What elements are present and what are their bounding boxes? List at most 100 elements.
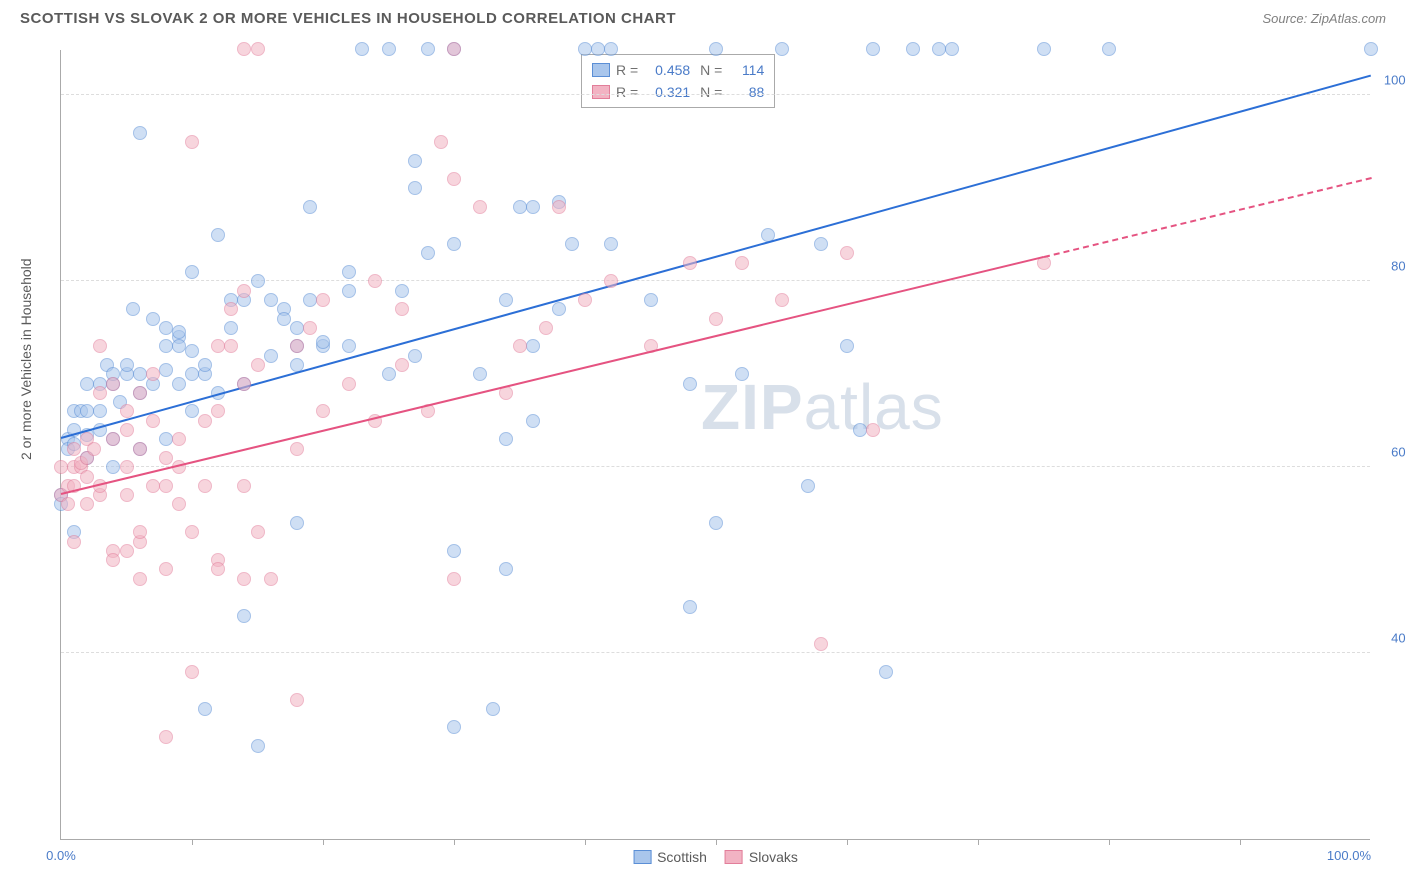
- legend-n-label: N =: [694, 84, 724, 100]
- x-tick-label: 0.0%: [46, 848, 76, 863]
- data-point: [526, 414, 540, 428]
- data-point: [866, 423, 880, 437]
- data-point: [159, 451, 173, 465]
- data-point: [316, 335, 330, 349]
- data-point: [185, 525, 199, 539]
- data-point: [434, 135, 448, 149]
- data-point: [316, 404, 330, 418]
- data-point: [237, 284, 251, 298]
- data-point: [106, 432, 120, 446]
- data-point: [578, 293, 592, 307]
- data-point: [251, 525, 265, 539]
- data-point: [120, 423, 134, 437]
- data-point: [80, 377, 94, 391]
- source-label: Source: ZipAtlas.com: [1262, 11, 1386, 26]
- data-point: [54, 460, 68, 474]
- trend-line: [1043, 177, 1371, 258]
- x-tick: [1109, 839, 1110, 845]
- data-point: [683, 377, 697, 391]
- gridline: [61, 652, 1370, 653]
- data-point: [408, 349, 422, 363]
- legend-label: Slovaks: [749, 849, 798, 865]
- legend-row: R =0.321 N =88: [592, 81, 764, 103]
- data-point: [159, 432, 173, 446]
- data-point: [879, 665, 893, 679]
- data-point: [264, 349, 278, 363]
- data-point: [552, 200, 566, 214]
- data-point: [565, 237, 579, 251]
- data-point: [447, 237, 461, 251]
- data-point: [735, 256, 749, 270]
- data-point: [120, 358, 134, 372]
- data-point: [67, 535, 81, 549]
- data-point: [133, 572, 147, 586]
- data-point: [159, 562, 173, 576]
- data-point: [447, 42, 461, 56]
- series-legend: Scottish Slovaks: [633, 849, 798, 865]
- data-point: [1364, 42, 1378, 56]
- x-tick: [454, 839, 455, 845]
- data-point: [120, 460, 134, 474]
- y-tick-label: 40.0%: [1391, 631, 1406, 646]
- correlation-legend: R =0.458 N =114R =0.321 N =88: [581, 54, 775, 108]
- data-point: [303, 293, 317, 307]
- data-point: [342, 339, 356, 353]
- legend-label: Scottish: [657, 849, 707, 865]
- data-point: [447, 172, 461, 186]
- data-point: [159, 321, 173, 335]
- data-point: [709, 516, 723, 530]
- data-point: [395, 284, 409, 298]
- data-point: [198, 479, 212, 493]
- legend-n-label: N =: [694, 62, 724, 78]
- trend-line: [61, 75, 1372, 439]
- data-point: [342, 265, 356, 279]
- data-point: [290, 339, 304, 353]
- scatter-chart: ZIPatlas R =0.458 N =114R =0.321 N =88 S…: [60, 50, 1370, 840]
- y-tick-label: 60.0%: [1391, 445, 1406, 460]
- data-point: [251, 274, 265, 288]
- data-point: [106, 377, 120, 391]
- data-point: [146, 312, 160, 326]
- data-point: [447, 572, 461, 586]
- data-point: [853, 423, 867, 437]
- data-point: [342, 377, 356, 391]
- data-point: [211, 339, 225, 353]
- y-tick-label: 100.0%: [1384, 73, 1406, 88]
- data-point: [93, 404, 107, 418]
- data-point: [251, 739, 265, 753]
- data-point: [172, 339, 186, 353]
- data-point: [185, 665, 199, 679]
- data-point: [775, 293, 789, 307]
- data-point: [945, 42, 959, 56]
- data-point: [185, 367, 199, 381]
- data-point: [709, 42, 723, 56]
- data-point: [185, 265, 199, 279]
- data-point: [840, 246, 854, 260]
- legend-r-label: R =: [614, 62, 640, 78]
- gridline: [61, 94, 1370, 95]
- data-point: [172, 377, 186, 391]
- legend-swatch: [592, 85, 610, 99]
- data-point: [290, 442, 304, 456]
- data-point: [224, 321, 238, 335]
- data-point: [382, 42, 396, 56]
- data-point: [133, 525, 147, 539]
- legend-item: Scottish: [633, 849, 707, 865]
- data-point: [237, 609, 251, 623]
- data-point: [185, 135, 199, 149]
- watermark: ZIPatlas: [701, 370, 944, 444]
- data-point: [159, 363, 173, 377]
- data-point: [264, 572, 278, 586]
- data-point: [198, 358, 212, 372]
- data-point: [67, 442, 81, 456]
- data-point: [1037, 42, 1051, 56]
- data-point: [120, 544, 134, 558]
- data-point: [578, 42, 592, 56]
- data-point: [866, 42, 880, 56]
- data-point: [290, 321, 304, 335]
- data-point: [408, 154, 422, 168]
- data-point: [644, 293, 658, 307]
- data-point: [604, 237, 618, 251]
- data-point: [80, 470, 94, 484]
- legend-r-label: R =: [614, 84, 640, 100]
